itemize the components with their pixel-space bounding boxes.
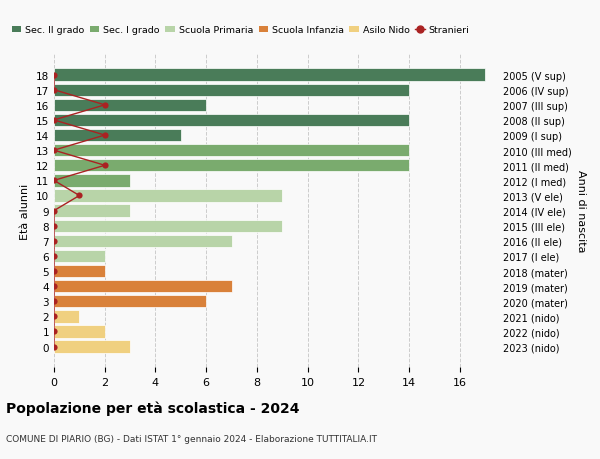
Bar — [54, 220, 283, 232]
Bar — [54, 310, 79, 323]
Point — [49, 223, 59, 230]
Point — [74, 192, 84, 200]
Y-axis label: Età alunni: Età alunni — [20, 183, 31, 239]
Point — [49, 87, 59, 94]
Bar — [54, 265, 105, 278]
Legend: Sec. II grado, Sec. I grado, Scuola Primaria, Scuola Infanzia, Asilo Nido, Stran: Sec. II grado, Sec. I grado, Scuola Prim… — [8, 22, 473, 39]
Bar — [54, 190, 283, 202]
Bar — [54, 205, 130, 217]
Point — [49, 268, 59, 275]
Bar — [54, 114, 409, 127]
Point — [100, 132, 110, 140]
Bar — [54, 69, 485, 82]
Bar — [54, 175, 130, 187]
Point — [49, 283, 59, 290]
Point — [49, 328, 59, 336]
Bar — [54, 84, 409, 97]
Text: COMUNE DI PIARIO (BG) - Dati ISTAT 1° gennaio 2024 - Elaborazione TUTTITALIA.IT: COMUNE DI PIARIO (BG) - Dati ISTAT 1° ge… — [6, 434, 377, 443]
Point — [49, 238, 59, 245]
Point — [49, 343, 59, 351]
Bar — [54, 235, 232, 247]
Bar — [54, 145, 409, 157]
Point — [49, 117, 59, 124]
Bar — [54, 325, 105, 338]
Bar — [54, 341, 130, 353]
Y-axis label: Anni di nascita: Anni di nascita — [575, 170, 586, 252]
Bar — [54, 280, 232, 293]
Point — [100, 102, 110, 109]
Text: Popolazione per età scolastica - 2024: Popolazione per età scolastica - 2024 — [6, 401, 299, 415]
Bar — [54, 129, 181, 142]
Bar — [54, 160, 409, 172]
Bar — [54, 100, 206, 112]
Point — [49, 313, 59, 320]
Point — [49, 253, 59, 260]
Point — [49, 298, 59, 305]
Point — [100, 162, 110, 169]
Bar — [54, 296, 206, 308]
Point — [49, 147, 59, 155]
Bar — [54, 250, 105, 263]
Point — [49, 207, 59, 215]
Point — [49, 72, 59, 79]
Point — [49, 177, 59, 185]
